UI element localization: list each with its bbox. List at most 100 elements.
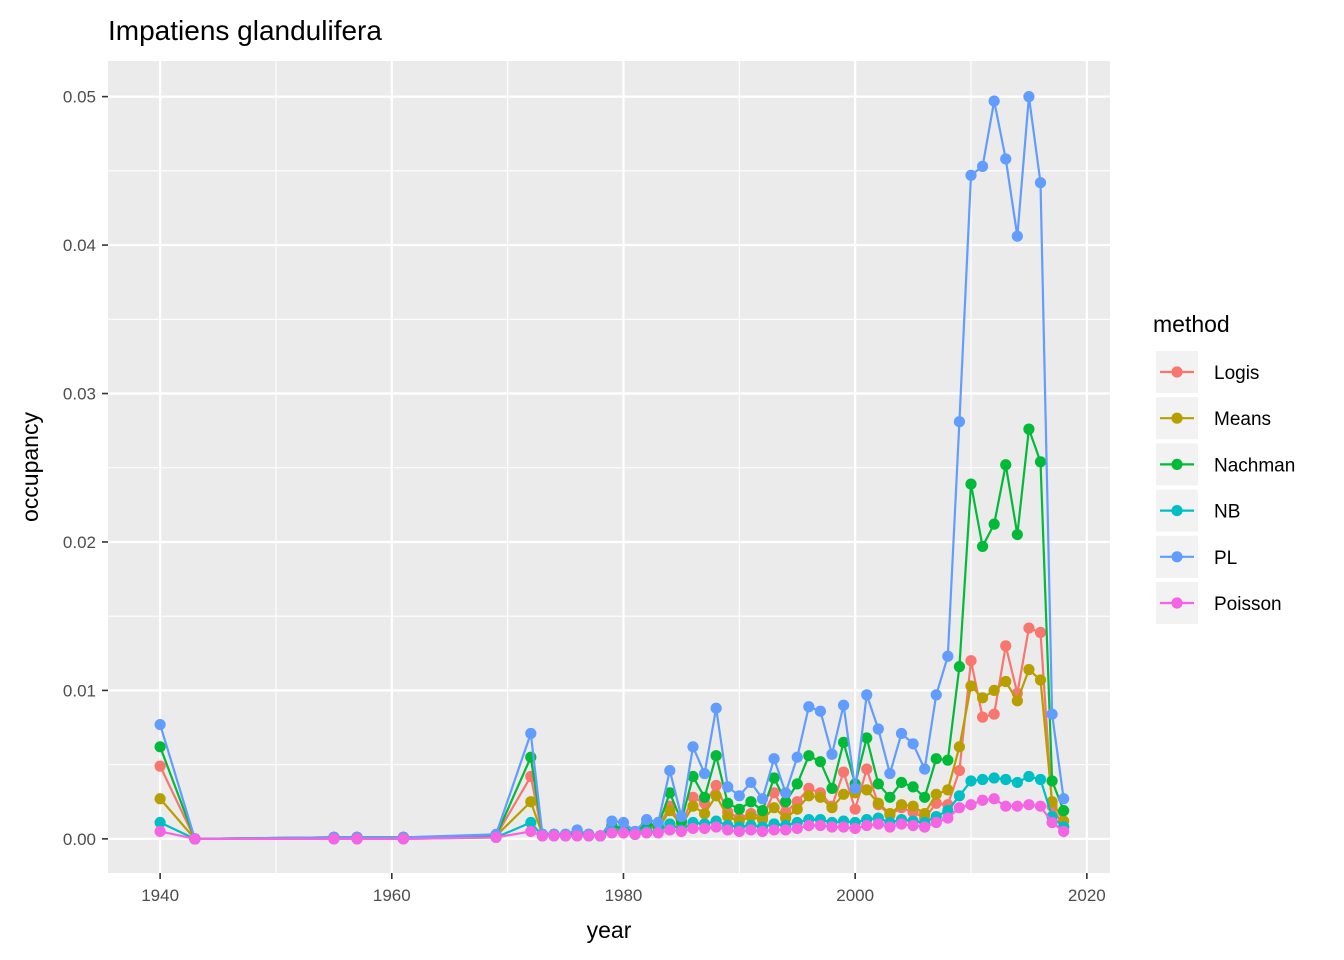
data-point-logis <box>849 803 861 815</box>
x-tick-label: 2000 <box>836 886 874 905</box>
legend-label-pl: PL <box>1214 548 1237 569</box>
data-point-poisson <box>189 833 201 845</box>
data-point-poisson <box>490 831 502 843</box>
data-point-poisson <box>1034 800 1047 812</box>
data-point-means <box>814 791 827 803</box>
data-point-means <box>1034 674 1047 686</box>
data-point-poisson <box>826 821 838 833</box>
data-point-pl <box>884 767 896 780</box>
data-point-poisson <box>861 819 873 832</box>
data-point-means <box>837 788 850 800</box>
data-point-nachman <box>814 756 827 768</box>
legend-label-means: Means <box>1214 409 1271 430</box>
data-point-nachman <box>687 770 699 783</box>
data-point-pl <box>745 776 757 789</box>
data-point-nachman <box>1058 805 1070 817</box>
data-point-poisson <box>837 821 850 833</box>
legend-label-poisson: Poisson <box>1214 594 1282 615</box>
data-point-nachman <box>1046 775 1058 787</box>
data-point-pl <box>525 727 537 740</box>
data-point-poisson <box>976 794 989 806</box>
data-point-nb <box>525 816 537 829</box>
data-point-nachman <box>1023 423 1035 435</box>
data-point-pl <box>641 813 653 826</box>
data-point-means <box>698 808 711 820</box>
data-point-nb <box>965 775 977 787</box>
data-point-nachman <box>745 796 757 808</box>
data-point-pl <box>698 767 711 780</box>
data-point-pl <box>1011 230 1023 242</box>
data-point-means <box>687 800 699 812</box>
data-point-nachman <box>733 803 745 815</box>
data-point-nachman <box>1011 528 1023 541</box>
data-point-means <box>953 741 966 753</box>
y-axis-ticks: 0.00 0.01 0.02 0.03 0.04 0.05 <box>63 88 108 849</box>
x-axis-title: year <box>587 917 632 943</box>
data-point-nachman <box>884 791 896 803</box>
data-point-poisson <box>895 818 908 830</box>
data-point-pl <box>756 793 769 805</box>
y-axis-title: occupancy <box>17 412 43 522</box>
data-point-pl <box>942 650 954 662</box>
data-point-pl <box>606 815 618 827</box>
data-point-pl <box>664 764 676 777</box>
data-point-poisson <box>791 822 803 835</box>
legend-label-nb: NB <box>1214 502 1240 523</box>
legend: method Logis Means Nachman NB PL Poisson <box>1153 311 1295 624</box>
legend-key-point <box>1171 458 1183 470</box>
data-point-pl <box>733 790 745 802</box>
data-point-means <box>1000 675 1012 688</box>
data-point-pl <box>953 416 966 428</box>
data-point-means <box>826 802 838 814</box>
data-point-poisson <box>664 824 676 836</box>
data-point-nachman <box>837 736 850 748</box>
data-point-means <box>154 793 166 805</box>
data-point-pl <box>814 705 827 717</box>
data-point-poisson <box>687 822 699 835</box>
data-point-means <box>722 810 734 823</box>
legend-label-nachman: Nachman <box>1214 455 1295 476</box>
data-point-poisson <box>536 830 548 842</box>
data-point-pl <box>791 751 803 763</box>
data-point-poisson <box>1046 816 1058 829</box>
data-point-logis <box>965 655 977 667</box>
chart-title: Impatiens glandulifera <box>108 15 382 46</box>
data-point-nachman <box>1034 456 1047 468</box>
data-point-nachman <box>965 478 977 490</box>
data-point-nb <box>1034 773 1047 786</box>
x-tick-label: 1940 <box>141 886 179 905</box>
data-point-pl <box>930 689 942 701</box>
data-point-poisson <box>733 825 745 838</box>
data-point-poisson <box>548 830 560 842</box>
data-point-means <box>861 784 873 796</box>
legend-key-point <box>1171 551 1183 563</box>
data-point-means <box>988 684 1000 697</box>
plot-panel <box>108 61 1110 873</box>
data-point-poisson <box>617 827 630 839</box>
x-axis-ticks: 1940 1960 1980 2000 2020 <box>141 873 1106 905</box>
data-point-nachman <box>664 787 676 799</box>
data-point-poisson <box>571 830 583 842</box>
data-point-nachman <box>826 782 838 794</box>
data-point-logis <box>1000 640 1012 652</box>
data-point-nachman <box>791 778 803 790</box>
data-point-poisson <box>594 830 606 842</box>
data-point-means <box>525 796 537 808</box>
data-point-pl <box>768 753 780 765</box>
data-point-poisson <box>780 824 792 836</box>
data-point-poisson <box>698 822 711 835</box>
data-point-means <box>895 799 908 811</box>
data-point-nachman <box>942 754 954 766</box>
data-point-pl <box>780 787 792 799</box>
data-point-poisson <box>583 830 595 842</box>
legend-key-point <box>1171 505 1183 517</box>
data-point-poisson <box>953 802 966 814</box>
data-point-pl <box>722 781 734 793</box>
data-point-pl <box>837 699 850 711</box>
data-point-pl <box>1058 793 1070 805</box>
data-point-poisson <box>1000 800 1012 812</box>
data-point-nachman <box>930 753 942 765</box>
data-point-poisson <box>328 833 340 845</box>
legend-title: method <box>1153 311 1230 337</box>
